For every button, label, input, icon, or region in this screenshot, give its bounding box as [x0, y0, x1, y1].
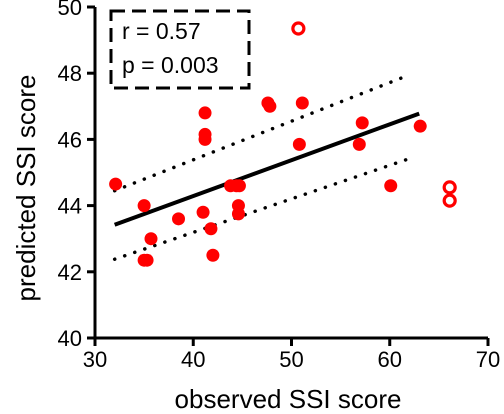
- r-value-text: r = 0.57: [122, 18, 201, 44]
- data-point: [137, 199, 151, 213]
- y-ticks: 40 42 44 46 48 50: [58, 0, 95, 351]
- stats-annotation-box: [109, 9, 251, 90]
- open-point: [442, 180, 457, 195]
- data-point: [384, 179, 398, 193]
- data-point: [352, 137, 366, 151]
- confidence-band: [112, 73, 412, 261]
- y-tick-label: 42: [58, 260, 82, 285]
- data-point: [231, 207, 245, 221]
- x-tick-label: 40: [181, 347, 205, 372]
- data-point: [109, 177, 123, 191]
- y-tick-label: 46: [58, 127, 82, 152]
- x-tick-label: 30: [83, 347, 107, 372]
- y-tick-label: 44: [58, 194, 82, 219]
- ci-upper-line: [112, 73, 412, 193]
- x-tick-label: 60: [378, 347, 402, 372]
- p-value-text: p = 0.003: [122, 52, 219, 78]
- data-point: [263, 99, 277, 113]
- y-tick-label: 50: [58, 0, 82, 20]
- data-point: [196, 205, 210, 219]
- data-points: [109, 21, 457, 267]
- data-point: [206, 248, 220, 262]
- data-point: [198, 132, 212, 146]
- open-point: [442, 193, 457, 208]
- data-point: [140, 253, 154, 267]
- stats-annotation: r = 0.57 p = 0.003: [109, 9, 251, 90]
- fit-line: [113, 111, 420, 227]
- y-tick-label: 40: [58, 326, 82, 351]
- data-point: [204, 222, 218, 236]
- data-point: [172, 212, 186, 226]
- data-point: [144, 232, 158, 246]
- regression-fit: [113, 111, 420, 227]
- data-point: [295, 96, 309, 110]
- open-point: [291, 21, 306, 36]
- ci-lower-line: [112, 156, 412, 261]
- data-point: [198, 106, 212, 120]
- data-point: [292, 137, 306, 151]
- x-ticks: 30 40 50 60 70: [83, 338, 500, 372]
- data-point: [355, 116, 369, 130]
- x-tick-label: 70: [476, 347, 500, 372]
- y-tick-label: 48: [58, 61, 82, 86]
- data-point: [232, 179, 246, 193]
- x-tick-label: 50: [279, 347, 303, 372]
- x-axis-title: observed SSI score: [175, 384, 402, 414]
- y-axis-title: predicted SSI score: [11, 75, 41, 302]
- data-point: [413, 119, 427, 133]
